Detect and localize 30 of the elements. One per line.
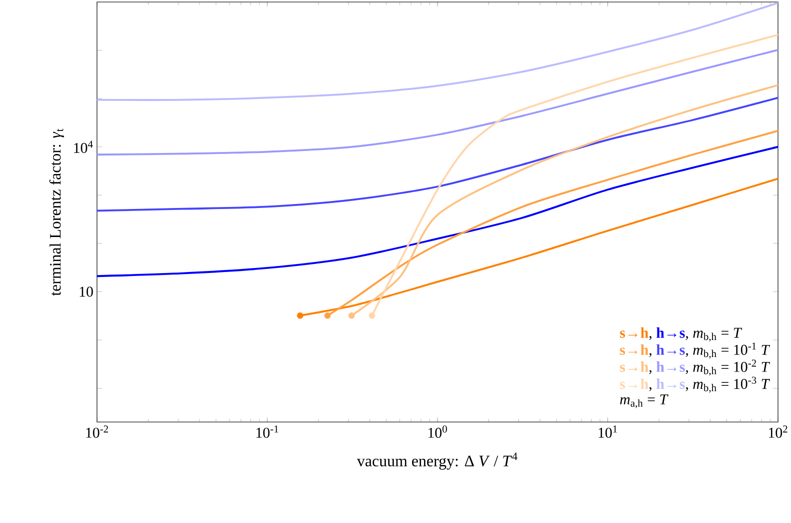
- annotation: , m$_{b,h}$ = T: [686, 328, 742, 342]
- text: s→h: [620, 361, 648, 372]
- x-tick-label: 10$^{2}$: [768, 426, 788, 438]
- annotation: ,: [649, 353, 652, 358]
- annotation: m$_{a,h}$ = T: [620, 394, 668, 408]
- annotation: ,: [649, 370, 652, 374]
- text: s→h: [620, 344, 648, 355]
- text: h→s: [656, 378, 685, 389]
- annotation: ,: [649, 387, 652, 392]
- text: s→h: [620, 378, 648, 389]
- x-tick-label: 10$^{1}$: [598, 426, 617, 438]
- x-axis-title: vacuum energy: Δ V / T$^{4}$: [356, 452, 518, 470]
- x-tick-label: 10$^{0}$: [428, 426, 447, 438]
- text: h→s: [656, 344, 685, 355]
- annotation: , m$_{b,h}$ = 10$^{-3}$ T: [686, 376, 770, 393]
- y-tick-label: 10: [80, 286, 93, 297]
- annotation: , m$_{b,h}$ = 10$^{-1}$ T: [686, 342, 770, 359]
- y-axis-title: terminal Lorentz factor: γ$_{t}$: [49, 128, 64, 296]
- line-series: [96, 146, 778, 278]
- text: h→s: [656, 327, 685, 338]
- x-tick-label: 10$^{-2}$: [86, 426, 108, 438]
- line-series: [96, 96, 778, 212]
- line-series: [96, 48, 778, 156]
- annotation: , m$_{b,h}$ = 10$^{-2}$ T: [686, 360, 770, 376]
- x-tick-label: 10$^{-1}$: [256, 426, 278, 438]
- text: h→s: [656, 361, 685, 372]
- y-tick-label: 10$^{4}$: [74, 140, 93, 153]
- line-series: [96, 2, 778, 101]
- annotation: ,: [649, 336, 652, 340]
- text: s→h: [620, 327, 648, 338]
